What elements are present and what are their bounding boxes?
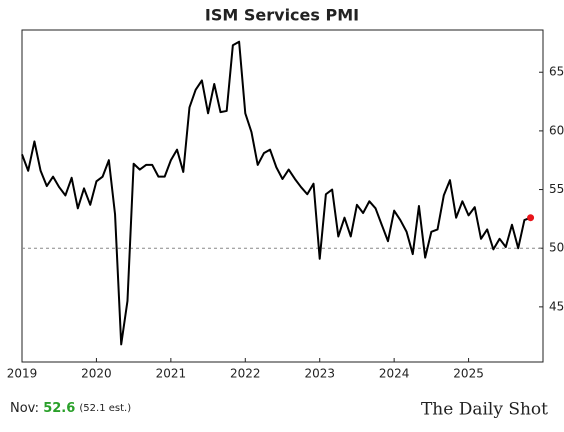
x-tick-label: 2022 xyxy=(230,367,261,381)
y-tick-label: 50 xyxy=(549,241,564,255)
chart-title: ISM Services PMI xyxy=(205,6,359,25)
x-tick-label: 2024 xyxy=(379,367,410,381)
y-tick-label: 60 xyxy=(549,123,564,137)
source: The Daily Shot xyxy=(421,400,548,420)
y-tick-label: 65 xyxy=(549,65,564,79)
footer: Nov: 52.6 (52.1 est.) xyxy=(10,401,131,416)
x-tick-label: 2021 xyxy=(156,367,187,381)
x-tick-label: 2023 xyxy=(304,367,335,381)
y-tick-label: 45 xyxy=(549,299,564,313)
y-tick-label: 55 xyxy=(549,182,564,196)
x-tick-label: 2020 xyxy=(81,367,112,381)
footer-value: 52.6 xyxy=(43,401,75,416)
series-line xyxy=(21,40,531,346)
x-tick-label: 2019 xyxy=(7,367,38,381)
footer-label: Nov: xyxy=(10,401,39,416)
last-point xyxy=(527,214,535,222)
x-tick-label: 2025 xyxy=(453,367,484,381)
plot-frame xyxy=(21,29,544,363)
footer-note: (52.1 est.) xyxy=(79,403,131,414)
